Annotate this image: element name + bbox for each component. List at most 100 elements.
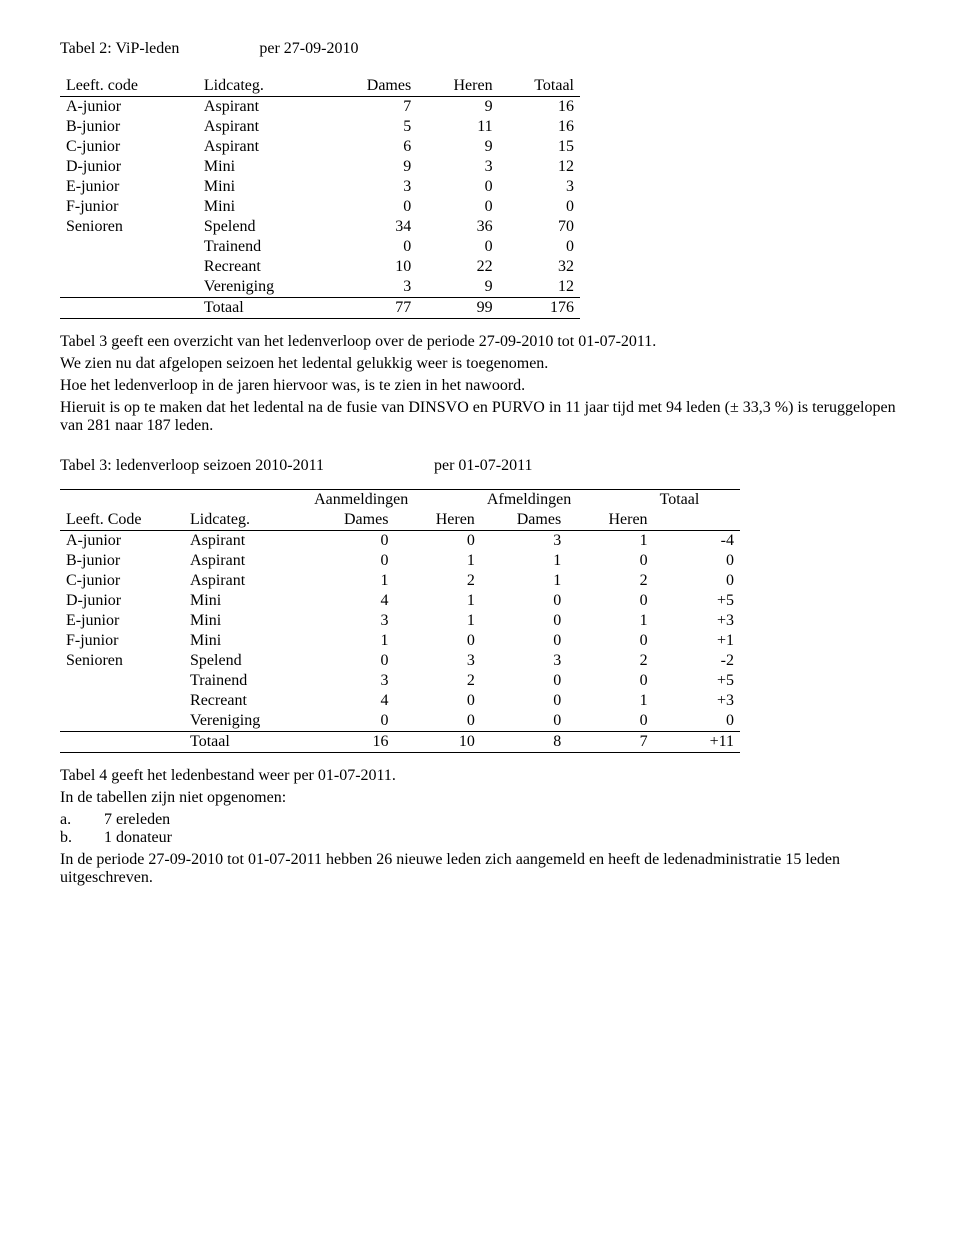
p2-list-a: a. 7 ereleden	[60, 811, 900, 829]
t3-c1: Senioren	[60, 651, 184, 671]
table2-title: Tabel 2: ViP-leden	[60, 40, 179, 58]
t3-fh: 0	[567, 591, 653, 611]
t3-h-c1: Leeft. Code	[60, 510, 184, 531]
table-row: Trainend000	[60, 237, 580, 257]
t3-fh: 1	[567, 611, 653, 631]
t3-h-c3: Dames	[308, 510, 394, 531]
t3-c1: C-junior	[60, 571, 184, 591]
t3-total-ah: 10	[394, 732, 480, 753]
t2-c1	[60, 237, 198, 257]
t3-ad: 1	[308, 631, 394, 651]
t2-c2: Aspirant	[198, 97, 336, 118]
t2-h-c3: Dames	[336, 76, 417, 97]
t2-d: 0	[336, 237, 417, 257]
t3-ah: 0	[394, 531, 480, 552]
t3-total-fh: 7	[567, 732, 653, 753]
t3-c2: Aspirant	[184, 551, 308, 571]
t2-c2: Aspirant	[198, 137, 336, 157]
table-row: C-juniorAspirant12120	[60, 571, 740, 591]
p2-list-b: b. 1 donateur	[60, 829, 900, 847]
table2: Leeft. code Lidcateg. Dames Heren Totaal…	[60, 76, 580, 319]
t3-fh: 1	[567, 531, 653, 552]
t2-h: 0	[417, 197, 498, 217]
table-row: Trainend3200+5	[60, 671, 740, 691]
t2-h-c5: Totaal	[499, 76, 580, 97]
t3-c1	[60, 711, 184, 732]
t2-c2: Mini	[198, 177, 336, 197]
t2-t: 0	[499, 197, 580, 217]
t2-h: 3	[417, 157, 498, 177]
t3-ah: 1	[394, 551, 480, 571]
p2-la-text: 7 ereleden	[104, 811, 170, 829]
table-row: F-juniorMini000	[60, 197, 580, 217]
t2-d: 3	[336, 177, 417, 197]
p1-l3: Hoe het ledenverloop in de jaren hiervoo…	[60, 377, 900, 395]
t3-c1: E-junior	[60, 611, 184, 631]
t3-h-c6: Heren	[567, 510, 653, 531]
table-row: B-juniorAspirant01100	[60, 551, 740, 571]
paragraph-1: Tabel 3 geeft een overzicht van het lede…	[60, 333, 900, 435]
t3-fd: 0	[481, 711, 567, 732]
t3-ah: 0	[394, 691, 480, 711]
t3-c2: Spelend	[184, 651, 308, 671]
t3-h-c4: Heren	[394, 510, 480, 531]
p1-l2: We zien nu dat afgelopen seizoen het led…	[60, 355, 900, 373]
t3-t: 0	[654, 551, 740, 571]
t3-c1: B-junior	[60, 551, 184, 571]
t2-d: 7	[336, 97, 417, 118]
t2-c1: B-junior	[60, 117, 198, 137]
table-row: E-juniorMini303	[60, 177, 580, 197]
table-row: Recreant102232	[60, 257, 580, 277]
t3-c2: Recreant	[184, 691, 308, 711]
t2-d: 6	[336, 137, 417, 157]
t3-c2: Vereniging	[184, 711, 308, 732]
t2-t: 70	[499, 217, 580, 237]
t2-total-h: 99	[417, 298, 498, 319]
table-row: B-juniorAspirant51116	[60, 117, 580, 137]
p1-l1: Tabel 3 geeft een overzicht van het lede…	[60, 333, 900, 351]
t2-h: 0	[417, 237, 498, 257]
t2-t: 16	[499, 117, 580, 137]
t2-t: 3	[499, 177, 580, 197]
t2-d: 0	[336, 197, 417, 217]
table3-header-row: Leeft. Code Lidcateg. Dames Heren Dames …	[60, 510, 740, 531]
table-row: E-juniorMini3101+3	[60, 611, 740, 631]
t2-total-t: 176	[499, 298, 580, 319]
t3-h-c2: Lidcateg.	[184, 510, 308, 531]
t2-h-c4: Heren	[417, 76, 498, 97]
t3-fd: 0	[481, 591, 567, 611]
t3-ah: 3	[394, 651, 480, 671]
t3-grp-tot: Totaal	[654, 490, 740, 511]
t3-c2: Trainend	[184, 671, 308, 691]
t3-c2: Mini	[184, 611, 308, 631]
t2-c2: Mini	[198, 197, 336, 217]
t2-d: 3	[336, 277, 417, 298]
table3-group-row: Aanmeldingen Afmeldingen Totaal	[60, 490, 740, 511]
t3-grp-aan: Aanmeldingen	[308, 490, 481, 511]
t2-c2: Vereniging	[198, 277, 336, 298]
table-row: Vereniging00000	[60, 711, 740, 732]
t3-ad: 3	[308, 671, 394, 691]
t3-fd: 3	[481, 531, 567, 552]
t2-t: 12	[499, 157, 580, 177]
t3-ad: 0	[308, 651, 394, 671]
t3-ah: 0	[394, 631, 480, 651]
t2-h: 36	[417, 217, 498, 237]
t3-fd: 0	[481, 611, 567, 631]
t2-total-d: 77	[336, 298, 417, 319]
t2-t: 12	[499, 277, 580, 298]
p2-l2: In de tabellen zijn niet opgenomen:	[60, 789, 900, 807]
table2-date: per 27-09-2010	[259, 40, 358, 58]
t3-fd: 0	[481, 631, 567, 651]
t2-c1	[60, 257, 198, 277]
t2-h: 9	[417, 277, 498, 298]
t3-fd: 0	[481, 691, 567, 711]
t2-d: 10	[336, 257, 417, 277]
t2-c1: F-junior	[60, 197, 198, 217]
table-row: D-juniorMini4100+5	[60, 591, 740, 611]
t3-ah: 2	[394, 671, 480, 691]
t3-t: -4	[654, 531, 740, 552]
table-row: F-juniorMini1000+1	[60, 631, 740, 651]
p2-lb-text: 1 donateur	[104, 829, 172, 847]
t2-c2: Aspirant	[198, 117, 336, 137]
